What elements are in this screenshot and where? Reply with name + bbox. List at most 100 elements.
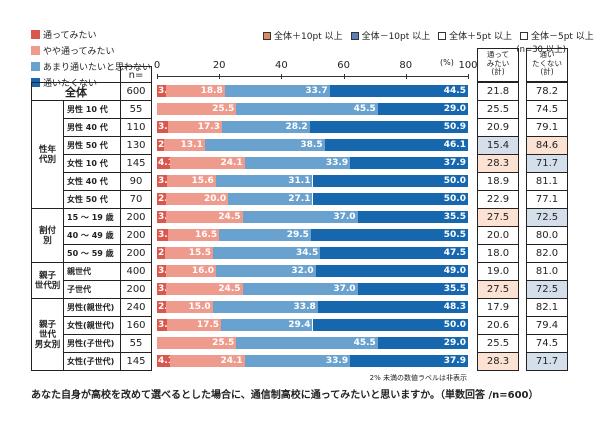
highlight-label: 全体＋5pt 以上 <box>449 32 512 42</box>
want-total: 19.0 <box>477 262 519 281</box>
group-label: 割付 別 <box>31 208 64 263</box>
row-label: 男性(子世代) <box>63 334 121 353</box>
data-label: 15.5 <box>188 248 211 258</box>
data-label: 47.5 <box>443 248 466 258</box>
data-label: 37.0 <box>333 284 356 294</box>
notwant-total: 81.1 <box>526 172 568 191</box>
highlight-swatch <box>350 31 359 40</box>
bar-segment-3: 29.0 <box>377 337 468 349</box>
x-tick-label: 0 <box>153 60 161 71</box>
want-total: 18.0 <box>477 244 519 263</box>
data-label: 34.5 <box>296 248 319 258</box>
data-label: 37.0 <box>333 212 356 222</box>
row-label: 女性 50 代 <box>63 190 121 209</box>
data-label: 16.5 <box>194 230 218 240</box>
x-tick <box>405 74 407 79</box>
bar-segment-2: 45.5 <box>236 337 378 349</box>
data-label: 20.0 <box>203 194 227 204</box>
bar-segment-3: 50.9 <box>309 121 468 133</box>
legend-item: 通ってみたい <box>31 28 151 41</box>
legend-swatch <box>31 62 40 71</box>
highlight-swatch <box>263 31 271 40</box>
n-value: 400 <box>120 262 152 281</box>
highlight-legend: 全体＋10pt 以上 全体－10pt 以上 全体＋5pt 以上 全体－5pt 以上 <box>263 29 594 42</box>
bar-segment-3: 29.0 <box>377 103 468 115</box>
x-tick <box>468 74 469 79</box>
data-label: 24.1 <box>220 356 243 366</box>
bar-segment-1: 16.0 <box>166 265 217 277</box>
data-label: 32.0 <box>291 266 314 276</box>
legend-label: あまり通いたいと思わない <box>43 63 152 73</box>
notwant-total: 71.7 <box>526 352 568 371</box>
bar-segment-3: 47.5 <box>320 247 468 259</box>
bar-segment-2: 33.8 <box>212 301 318 313</box>
data-label: 28.2 <box>285 122 308 132</box>
want-total: 20.6 <box>477 316 519 335</box>
bar-segment-0: 2.9 <box>157 193 174 205</box>
bar-segment-1: 16.5 <box>167 229 220 241</box>
x-axis <box>157 76 468 77</box>
legend-label: 通いたくない <box>43 79 98 89</box>
bar-segment-1: 24.1 <box>169 157 245 169</box>
question-title: あなた自身が高校を改めて選べるとした場合に、通信制高校に通ってみたいと思いますか… <box>31 390 539 401</box>
bar-segment-0: 3.5 <box>157 229 174 241</box>
bar-segment-0: 3.0 <box>157 211 174 223</box>
row-label: 50 ～ 59 歳 <box>63 244 121 263</box>
data-label: 15.0 <box>188 302 211 312</box>
bar-segment-3: 44.5 <box>329 85 468 97</box>
data-label: 29.4 <box>288 320 311 330</box>
bar-segment-2: 45.5 <box>236 103 378 115</box>
n-value: 600 <box>120 82 152 101</box>
n-value: 200 <box>120 208 152 227</box>
bar-segment-2: 29.4 <box>221 319 313 331</box>
highlight-label: 全体－5pt 以上 <box>530 32 594 42</box>
data-label: 27.1 <box>288 194 311 204</box>
group-label: 性年 代別 <box>31 100 64 209</box>
bar-segment-3: 37.9 <box>350 157 468 169</box>
want-total: 22.9 <box>477 190 519 209</box>
row-label: 女性 10 代 <box>63 154 121 173</box>
data-label: 37.9 <box>443 158 466 168</box>
bar-segment-0: 4.1 <box>157 157 174 169</box>
bar-segment-3: 48.3 <box>317 301 468 313</box>
notwant-total: 74.5 <box>526 100 568 119</box>
bar-segment-3: 37.9 <box>350 355 468 367</box>
row-label: 親世代 <box>63 262 121 281</box>
data-label: 17.3 <box>197 122 220 132</box>
bar-segment-2: 37.0 <box>242 283 358 295</box>
legend-label: 通ってみたい <box>43 31 97 41</box>
highlight-legend-item: 全体－10pt 以上 <box>350 29 430 42</box>
bar-segment-0: 3.3 <box>157 175 174 187</box>
notwant-total: 79.4 <box>526 316 568 335</box>
data-label: 24.5 <box>218 284 241 294</box>
highlight-legend-item: 全体＋5pt 以上 <box>438 29 512 42</box>
bar-segment-2: 37.0 <box>242 211 358 223</box>
bar-segment-2: 29.5 <box>219 229 311 241</box>
n-value: 240 <box>120 298 152 317</box>
notwant-total: 82.1 <box>526 298 568 317</box>
want-total: 27.5 <box>477 280 519 299</box>
data-label: 33.9 <box>325 158 349 168</box>
bar-segment-2: 28.2 <box>221 121 310 133</box>
data-label: 44.5 <box>443 86 466 96</box>
data-label: 24.5 <box>218 212 241 222</box>
data-label: 45.5 <box>353 338 376 348</box>
row-label: 15 ～ 19 歳 <box>63 208 121 227</box>
data-label: 29.0 <box>443 104 466 114</box>
data-label: 3.6 <box>158 122 174 132</box>
n-value: 145 <box>120 352 152 371</box>
data-label: 24.1 <box>220 158 243 168</box>
n-value: 110 <box>120 118 152 137</box>
data-label: 33.7 <box>305 86 328 96</box>
data-label: 13.1 <box>180 140 203 150</box>
bar-segment-3: 46.1 <box>324 139 468 151</box>
want-total: 21.8 <box>477 82 519 101</box>
want-total: 25.5 <box>477 334 519 353</box>
data-label: 3.5 <box>158 230 174 240</box>
bar-segment-2: 33.9 <box>244 355 351 367</box>
bar-segment-1: 15.5 <box>164 247 213 259</box>
group-label: 親子 世代別 <box>31 262 64 299</box>
data-label: 45.5 <box>353 104 376 114</box>
bar-segment-2: 33.7 <box>224 85 330 97</box>
row-label: 全体 <box>31 82 121 101</box>
